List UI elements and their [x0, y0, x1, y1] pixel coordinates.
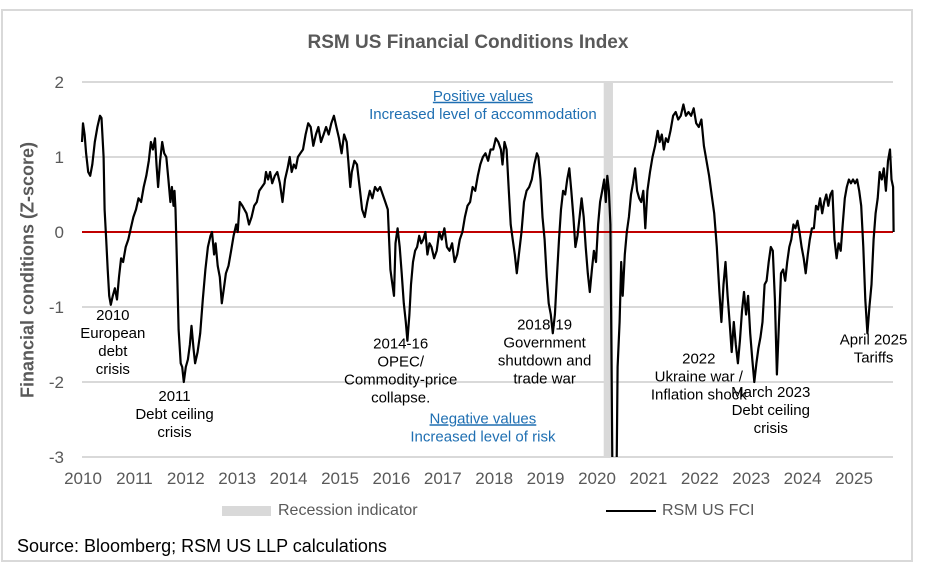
y-tick-label: -2 [49, 373, 64, 392]
annotation-line: Government [503, 335, 586, 352]
recession-band [603, 82, 613, 457]
legend-recession: Recession indicator [222, 502, 418, 520]
y-tick-label: -3 [49, 448, 64, 467]
x-tick-label: 2020 [578, 469, 616, 488]
x-tick-label: 2019 [527, 469, 565, 488]
annotation-line: crisis [754, 420, 788, 437]
x-tick-label: 2014 [270, 469, 308, 488]
annotation-line: European [80, 325, 145, 342]
legend-fci-swatch [606, 510, 656, 512]
annotation-line: Increased level of accommodation [369, 106, 597, 123]
annotation-line: Commodity-price [344, 371, 457, 388]
annotation-line: Negative values [430, 410, 537, 427]
annotation-line: OPEC/ [377, 353, 425, 370]
annotation-line: 2022 [682, 350, 715, 367]
annotation-line: 2018-19 [517, 317, 572, 334]
y-axis-ticks: 2 1 0 -1 -2 -3 [49, 73, 64, 467]
annotation-line: April 2025 [840, 332, 908, 349]
y-tick-label: 1 [55, 148, 64, 167]
annotation-line: shutdown and [498, 353, 591, 370]
annotation-line: debt [98, 343, 128, 360]
annotation-line: Increased level of risk [410, 428, 556, 445]
annotation-line: Debt ceiling [135, 406, 213, 423]
y-tick-label: 0 [55, 223, 64, 242]
x-axis-ticks: 2010 2011 2012 2013 2014 2015 2016 2017 2018 2019… [64, 469, 873, 488]
x-tick-label: 2010 [64, 469, 102, 488]
annotation-line: crisis [96, 361, 130, 378]
series-line-fci [80, 103, 895, 457]
annotation-line: 2014-16 [373, 335, 428, 352]
series-layer [80, 103, 895, 457]
x-tick-label: 2011 [116, 469, 153, 488]
x-tick-label: 2021 [629, 469, 667, 488]
annotation-line: Tariffs [854, 350, 894, 367]
chart-title: RSM US Financial Conditions Index [307, 32, 629, 53]
annotation-line: Ukraine war / [655, 368, 744, 385]
x-tick-label: 2015 [321, 469, 359, 488]
annotation-line: collapse. [371, 389, 430, 406]
legend-recession-swatch [222, 506, 271, 516]
y-tick-label: -1 [49, 298, 64, 317]
annotation-line: Positive values [433, 88, 533, 105]
y-tick-label: 2 [55, 73, 64, 92]
annotation-line: Debt ceiling [732, 402, 810, 419]
x-tick-label: 2012 [167, 469, 205, 488]
annotation-line: crisis [157, 424, 191, 441]
legend-recession-label: Recession indicator [278, 502, 418, 519]
x-tick-label: 2013 [218, 469, 256, 488]
x-tick-label: 2024 [784, 469, 822, 488]
annotation-line: March 2023 [731, 384, 810, 401]
x-tick-label: 2025 [835, 469, 873, 488]
x-tick-label: 2017 [424, 469, 462, 488]
annotation-line: trade war [513, 371, 576, 388]
annotation-line: 2011 [158, 388, 190, 405]
legend-fci-label: RSM US FCI [662, 502, 755, 519]
source-note: Source: Bloomberg; RSM US LLP calculatio… [17, 536, 387, 556]
chart-frame [1, 9, 913, 562]
recession-bands [603, 82, 613, 457]
x-tick-label: 2022 [681, 469, 719, 488]
x-tick-label: 2023 [732, 469, 770, 488]
annotation-line: 2010 [96, 307, 129, 324]
annotation-line: Inflation shock [651, 386, 747, 403]
x-tick-label: 2018 [475, 469, 513, 488]
x-tick-label: 2016 [372, 469, 410, 488]
legend-fci: RSM US FCI [606, 502, 754, 520]
